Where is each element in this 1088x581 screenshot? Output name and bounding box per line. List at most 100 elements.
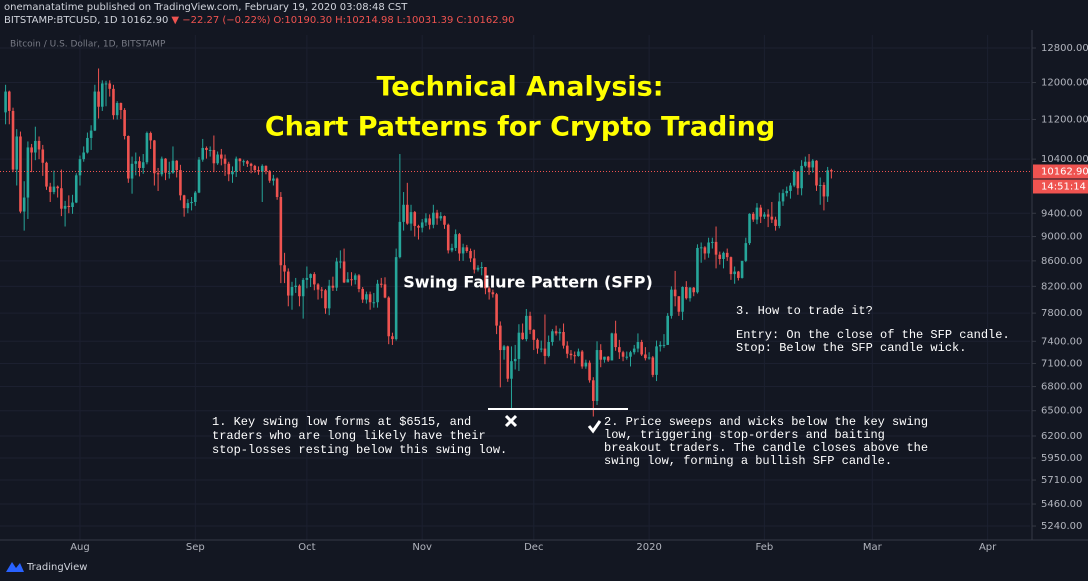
candle-body <box>78 159 82 176</box>
y-tick-label: 12000.00 <box>1041 78 1088 89</box>
candle-body <box>521 332 524 340</box>
note-line: 2. Price sweeps and wicks below the key … <box>604 415 928 429</box>
candle-body <box>491 292 495 295</box>
candle-body <box>86 137 89 153</box>
candle-body <box>432 212 435 225</box>
note-line: Entry: On the close of the SFP candle. <box>736 328 1010 342</box>
candle-body <box>830 170 833 172</box>
y-tick-label: 6500.00 <box>1041 406 1082 417</box>
candle-body <box>751 213 755 220</box>
candle-body <box>737 271 740 278</box>
candle-body <box>320 289 324 291</box>
candle-body <box>804 161 807 166</box>
candle-body <box>759 207 762 217</box>
price-badge-label: 10162.90 <box>1041 166 1088 177</box>
y-tick-label: 12800.00 <box>1041 43 1088 54</box>
candle-body <box>424 218 428 223</box>
candle-body <box>186 203 190 209</box>
candle-body <box>636 342 640 349</box>
candle-body <box>30 147 33 153</box>
x-tick-label: 2020 <box>636 542 661 553</box>
candle-body <box>361 288 364 300</box>
candle-body <box>684 287 688 299</box>
candle-body <box>279 196 283 266</box>
candle-body <box>640 342 643 355</box>
candle-body <box>182 195 186 209</box>
candle-body <box>294 285 298 288</box>
candle-body <box>484 267 487 289</box>
candle-body <box>171 160 175 173</box>
candle-body <box>554 331 558 334</box>
candle-body <box>770 216 774 220</box>
candle-body <box>167 172 171 174</box>
candle-body <box>60 188 63 209</box>
candle-body <box>532 329 536 340</box>
candle-body <box>193 192 197 202</box>
candle-body <box>584 362 588 367</box>
candle-body <box>428 218 431 225</box>
candle-body <box>755 207 759 220</box>
candle-body <box>796 171 800 189</box>
candle-body <box>48 186 52 193</box>
candle-body <box>208 149 212 151</box>
candle-body <box>153 140 156 174</box>
candle-body <box>175 160 178 171</box>
candle-body <box>744 243 748 261</box>
candle-body <box>781 193 785 202</box>
candle-body <box>275 178 279 197</box>
candle-body <box>688 287 692 299</box>
candle-body <box>517 332 521 359</box>
candle-body <box>655 346 658 375</box>
candle-body <box>651 357 655 375</box>
y-tick-label: 10400.00 <box>1041 154 1088 165</box>
candle-body <box>692 287 696 293</box>
candle-body <box>272 178 275 181</box>
open: O:10190.30 <box>273 15 333 26</box>
candle-body <box>513 358 517 362</box>
candle-body <box>260 165 264 172</box>
change: ▼ −22.27 (−0.22%) <box>171 15 271 26</box>
candle-body <box>603 356 606 360</box>
candle-body <box>127 135 130 179</box>
y-tick-label: 9400.00 <box>1041 208 1082 219</box>
candle-body <box>435 212 439 219</box>
candle-body <box>227 163 231 175</box>
y-tick-label: 8200.00 <box>1041 281 1082 292</box>
candle-body <box>19 136 22 212</box>
candle-body <box>573 355 577 357</box>
candle-body <box>112 88 115 116</box>
candle-body <box>696 247 699 293</box>
candle-body <box>368 294 372 303</box>
candle-body <box>707 242 710 254</box>
note-line: swing low, forming a bullish SFP candle. <box>604 454 892 468</box>
candle-body <box>74 175 78 203</box>
candle-body <box>290 287 294 296</box>
candle-body <box>502 346 506 351</box>
candle-body <box>246 161 249 164</box>
candle-body <box>774 219 777 226</box>
candle-body <box>763 214 766 217</box>
candle-body <box>97 91 100 107</box>
candle-body <box>379 283 383 285</box>
candle-body <box>160 158 164 175</box>
candle-body <box>257 170 260 172</box>
candle-body <box>722 252 725 259</box>
x-tick-label: Mar <box>863 542 883 553</box>
candle-body <box>811 160 815 168</box>
annotations: Technical Analysis: Chart Patterns for C… <box>10 40 1010 469</box>
x-tick-label: Aug <box>70 542 90 553</box>
candle-body <box>41 149 45 163</box>
logo-icon <box>6 562 24 572</box>
candle-body <box>231 171 234 175</box>
candle-body <box>826 170 829 197</box>
note-line: 3. How to trade it? <box>736 304 873 318</box>
candle-body <box>205 147 208 150</box>
candle-body <box>599 350 603 360</box>
symbol: BITSTAMP:BTCUSD, 1D <box>4 15 118 26</box>
candle-body <box>100 83 104 107</box>
y-tick-label: 7800.00 <box>1041 308 1082 319</box>
y-tick-label: 7100.00 <box>1041 358 1082 369</box>
candle-body <box>63 205 67 209</box>
y-tick-label: 5710.00 <box>1041 475 1082 486</box>
